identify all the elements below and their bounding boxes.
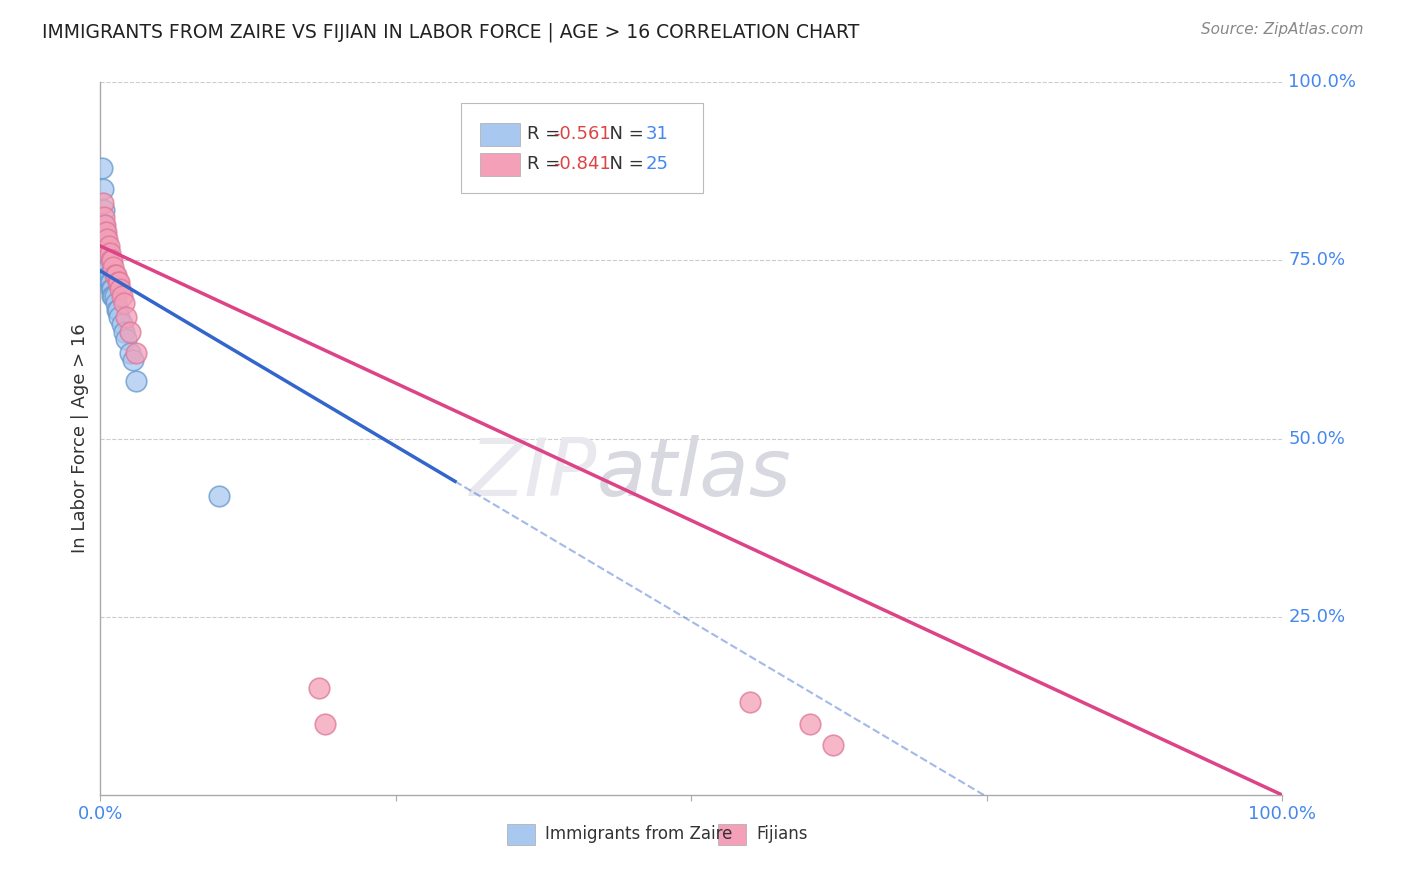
Point (103, 289, 125, 303)
Text: ZIP: ZIP (470, 435, 596, 513)
Text: 100.0%: 100.0% (1288, 73, 1357, 91)
Text: 31: 31 (645, 126, 668, 144)
Point (112, 325, 135, 339)
Point (799, 716, 821, 731)
Point (90, 161, 112, 175)
Point (823, 738, 845, 752)
Point (125, 375, 148, 389)
Point (118, 325, 141, 339)
Text: 25.0%: 25.0% (1288, 607, 1346, 626)
Text: Fijians: Fijians (756, 825, 807, 843)
Point (96, 225, 118, 239)
Point (97, 239, 120, 253)
Text: R =: R = (527, 126, 567, 144)
Point (93, 203, 115, 218)
Text: N =: N = (598, 126, 650, 144)
Point (101, 282, 124, 296)
Point (115, 332, 138, 346)
Point (122, 353, 145, 368)
Point (97, 268, 120, 282)
Point (93, 211, 115, 225)
Text: R =: R = (527, 155, 567, 173)
Point (108, 310, 131, 325)
Point (110, 282, 132, 296)
Point (96, 260, 118, 275)
Point (314, 716, 336, 731)
Point (103, 289, 125, 303)
Point (91, 182, 114, 196)
Text: -0.561: -0.561 (553, 126, 610, 144)
Point (740, 695, 762, 709)
Point (108, 275, 131, 289)
Y-axis label: In Labor Force | Age > 16: In Labor Force | Age > 16 (72, 324, 89, 553)
Point (104, 268, 127, 282)
Point (112, 296, 135, 310)
Point (107, 303, 129, 318)
Point (94, 225, 117, 239)
FancyBboxPatch shape (479, 153, 520, 177)
Point (96, 232, 118, 246)
Point (91, 196, 114, 211)
Point (96, 239, 118, 253)
Point (98, 268, 121, 282)
Text: 75.0%: 75.0% (1288, 252, 1346, 269)
Text: -0.841: -0.841 (553, 155, 610, 173)
Point (98, 275, 121, 289)
Point (94, 218, 117, 232)
Text: 25: 25 (645, 155, 668, 173)
Point (103, 260, 125, 275)
Text: atlas: atlas (596, 435, 792, 513)
Point (93, 218, 115, 232)
Text: 50.0%: 50.0% (1288, 430, 1346, 448)
Point (100, 253, 122, 268)
Point (104, 296, 127, 310)
Point (207, 489, 229, 503)
Point (105, 303, 128, 318)
Point (103, 268, 125, 282)
Point (96, 246, 118, 260)
Point (100, 282, 122, 296)
Point (111, 318, 134, 332)
FancyBboxPatch shape (479, 122, 520, 146)
Point (97, 260, 120, 275)
Text: Immigrants from Zaire: Immigrants from Zaire (546, 825, 733, 843)
Point (98, 246, 121, 260)
Point (94, 232, 117, 246)
Point (118, 346, 141, 360)
Point (308, 681, 330, 695)
Point (100, 275, 122, 289)
Point (115, 310, 138, 325)
Point (101, 253, 124, 268)
Point (125, 346, 148, 360)
Text: Source: ZipAtlas.com: Source: ZipAtlas.com (1201, 22, 1364, 37)
Point (111, 289, 134, 303)
Point (107, 275, 129, 289)
Text: IMMIGRANTS FROM ZAIRE VS FIJIAN IN LABOR FORCE | AGE > 16 CORRELATION CHART: IMMIGRANTS FROM ZAIRE VS FIJIAN IN LABOR… (42, 22, 859, 42)
Point (96, 253, 118, 268)
Text: N =: N = (598, 155, 650, 173)
FancyBboxPatch shape (461, 103, 703, 193)
Point (101, 289, 124, 303)
